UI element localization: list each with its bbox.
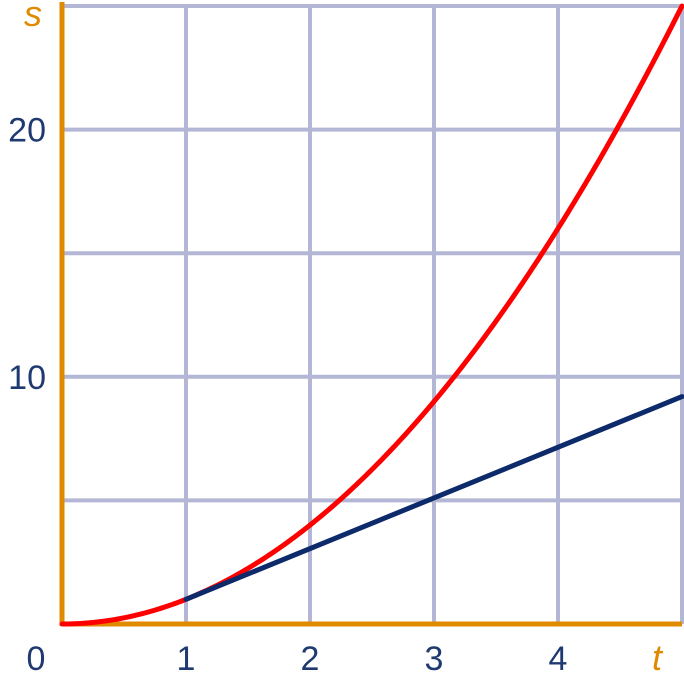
- x-tick-label: 0: [27, 640, 46, 674]
- x-tick-label: 2: [301, 640, 320, 674]
- x-axis-label: t: [652, 637, 664, 674]
- x-tick-label: 4: [549, 640, 568, 674]
- grid: [62, 4, 684, 624]
- series-line-2: [183, 394, 684, 602]
- tick-labels: 0 1 2 3 4 10 20: [8, 112, 567, 674]
- y-axis-label: s: [24, 0, 42, 34]
- x-tick-label: 3: [425, 640, 444, 674]
- x-tick-label: 1: [177, 640, 196, 674]
- axes: [59, 2, 682, 627]
- series-line-1: [59, 3, 684, 627]
- y-tick-label: 10: [8, 359, 46, 397]
- y-tick-label: 20: [8, 112, 46, 150]
- series-group: [59, 3, 684, 627]
